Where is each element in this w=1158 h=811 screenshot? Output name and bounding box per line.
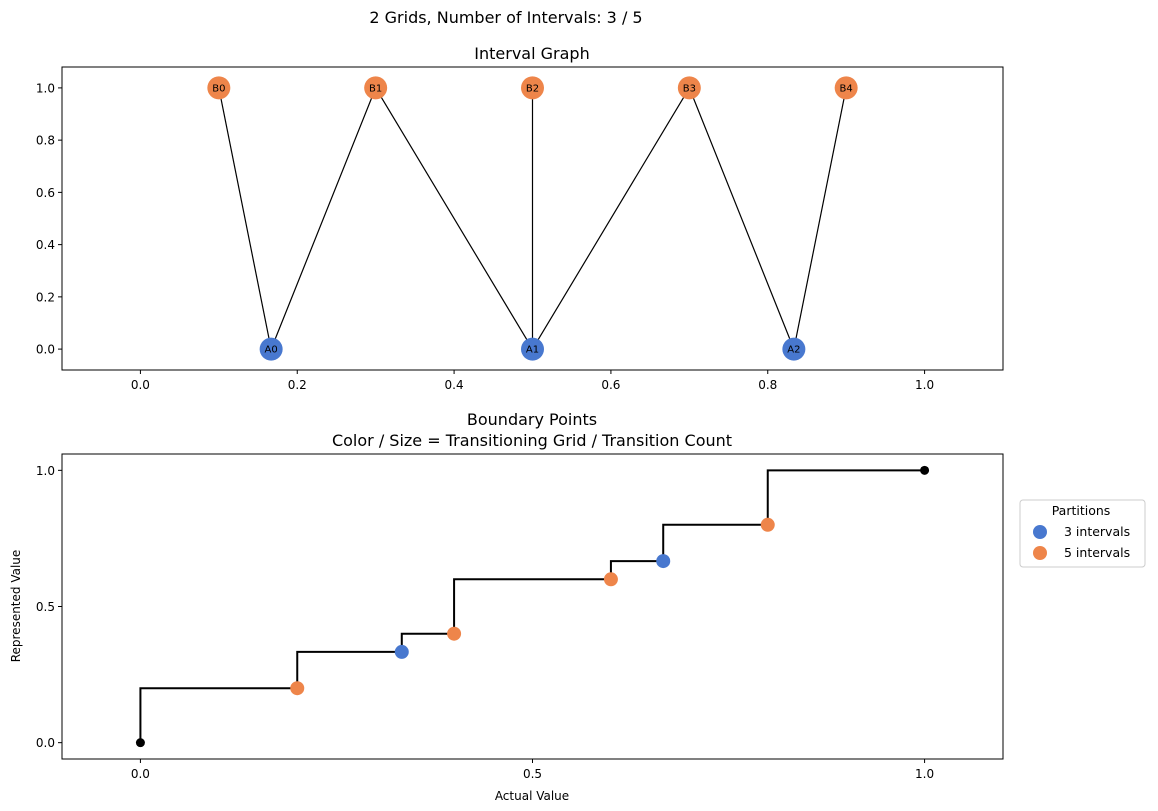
- graph-node-label: A1: [526, 345, 539, 356]
- graph-node-label: B0: [212, 83, 225, 94]
- boundary-points-panel: Boundary Points Color / Size = Transitio…: [9, 410, 1146, 803]
- legend-label-3-intervals: 3 intervals: [1064, 524, 1130, 539]
- graph-edge: [531, 87, 690, 350]
- boundary-points-ticks: 0.0 0.5 1.0 0.0 0.5 1.0: [36, 464, 934, 781]
- x-axis-label: Actual Value: [495, 789, 569, 803]
- x-tick-label: 0.6: [601, 378, 620, 392]
- graph-node: [364, 76, 388, 100]
- y-tick-label: 0.6: [36, 186, 55, 200]
- graph-node-label: B3: [683, 83, 696, 94]
- x-tick-label: 0.4: [445, 378, 464, 392]
- interval-graph-edges: [218, 87, 847, 350]
- boundary-points-frame: [61, 453, 1004, 760]
- legend: Partitions 3 intervals 5 intervals: [1019, 499, 1146, 568]
- x-tick-label: 1.0: [915, 767, 934, 781]
- boundary-points-title-line1: Boundary Points: [467, 410, 597, 429]
- y-tick-label: 0.0: [36, 343, 55, 357]
- graph-node: [207, 76, 231, 100]
- boundary-point: [290, 681, 305, 696]
- boundary-point: [447, 626, 462, 641]
- boundary-point: [603, 572, 618, 587]
- interval-graph-ticks: 0.0 0.2 0.4 0.6 0.8 1.0 0.0 0.2 0.4 0.6 0.8 1.0: [36, 81, 934, 392]
- endpoint: [135, 738, 145, 748]
- figure-suptitle: 2 Grids, Number of Intervals: 3 / 5: [369, 8, 642, 27]
- endpoint: [920, 465, 930, 475]
- graph-edge: [793, 87, 847, 350]
- interval-graph-nodes: A0 A1 A2 B0 B1 B2 B3 B4: [207, 76, 858, 361]
- graph-node: [259, 337, 283, 361]
- y-tick-label: 1.0: [36, 81, 55, 95]
- graph-edge: [218, 87, 272, 350]
- x-tick-label: 0.8: [758, 378, 777, 392]
- graph-node: [521, 337, 544, 361]
- y-tick-label: 0.2: [36, 290, 55, 304]
- interval-graph-frame: [61, 66, 1004, 371]
- legend-title: Partitions: [1052, 503, 1111, 518]
- x-tick-label: 0.0: [131, 767, 150, 781]
- interval-graph-title: Interval Graph: [474, 44, 589, 63]
- x-tick-label: 1.0: [915, 378, 934, 392]
- step-line: [139, 469, 925, 743]
- legend-marker-3-intervals: [1033, 525, 1047, 539]
- graph-edge: [688, 87, 795, 350]
- graph-node-label: B4: [840, 83, 853, 94]
- graph-node-label: B2: [526, 83, 539, 94]
- boundary-points-title-line2: Color / Size = Transitioning Grid / Tran…: [332, 431, 732, 450]
- y-axis-label: Represented Value: [9, 550, 23, 663]
- legend-marker-5-intervals: [1033, 546, 1047, 560]
- graph-edge: [270, 87, 377, 350]
- graph-node: [782, 337, 806, 361]
- graph-node: [677, 76, 701, 100]
- x-tick-label: 0.2: [288, 378, 307, 392]
- legend-box: [1019, 499, 1146, 568]
- x-tick-label: 0.0: [131, 378, 150, 392]
- graph-node-label: B1: [369, 83, 382, 94]
- boundary-point: [656, 554, 671, 569]
- y-tick-label: 0.0: [36, 736, 55, 750]
- graph-edge: [375, 87, 534, 350]
- y-tick-label: 0.4: [36, 238, 55, 252]
- x-tick-label: 0.5: [523, 767, 542, 781]
- boundary-point: [760, 517, 775, 532]
- graph-node: [521, 76, 544, 100]
- legend-label-5-intervals: 5 intervals: [1064, 545, 1130, 560]
- y-tick-label: 0.8: [36, 134, 55, 148]
- graph-node: [834, 76, 858, 100]
- graph-node-label: A2: [787, 345, 800, 356]
- y-tick-label: 1.0: [36, 464, 55, 478]
- y-tick-label: 0.5: [36, 600, 55, 614]
- boundary-points: [135, 465, 930, 748]
- boundary-point: [394, 644, 409, 659]
- graph-node-label: A0: [265, 345, 278, 356]
